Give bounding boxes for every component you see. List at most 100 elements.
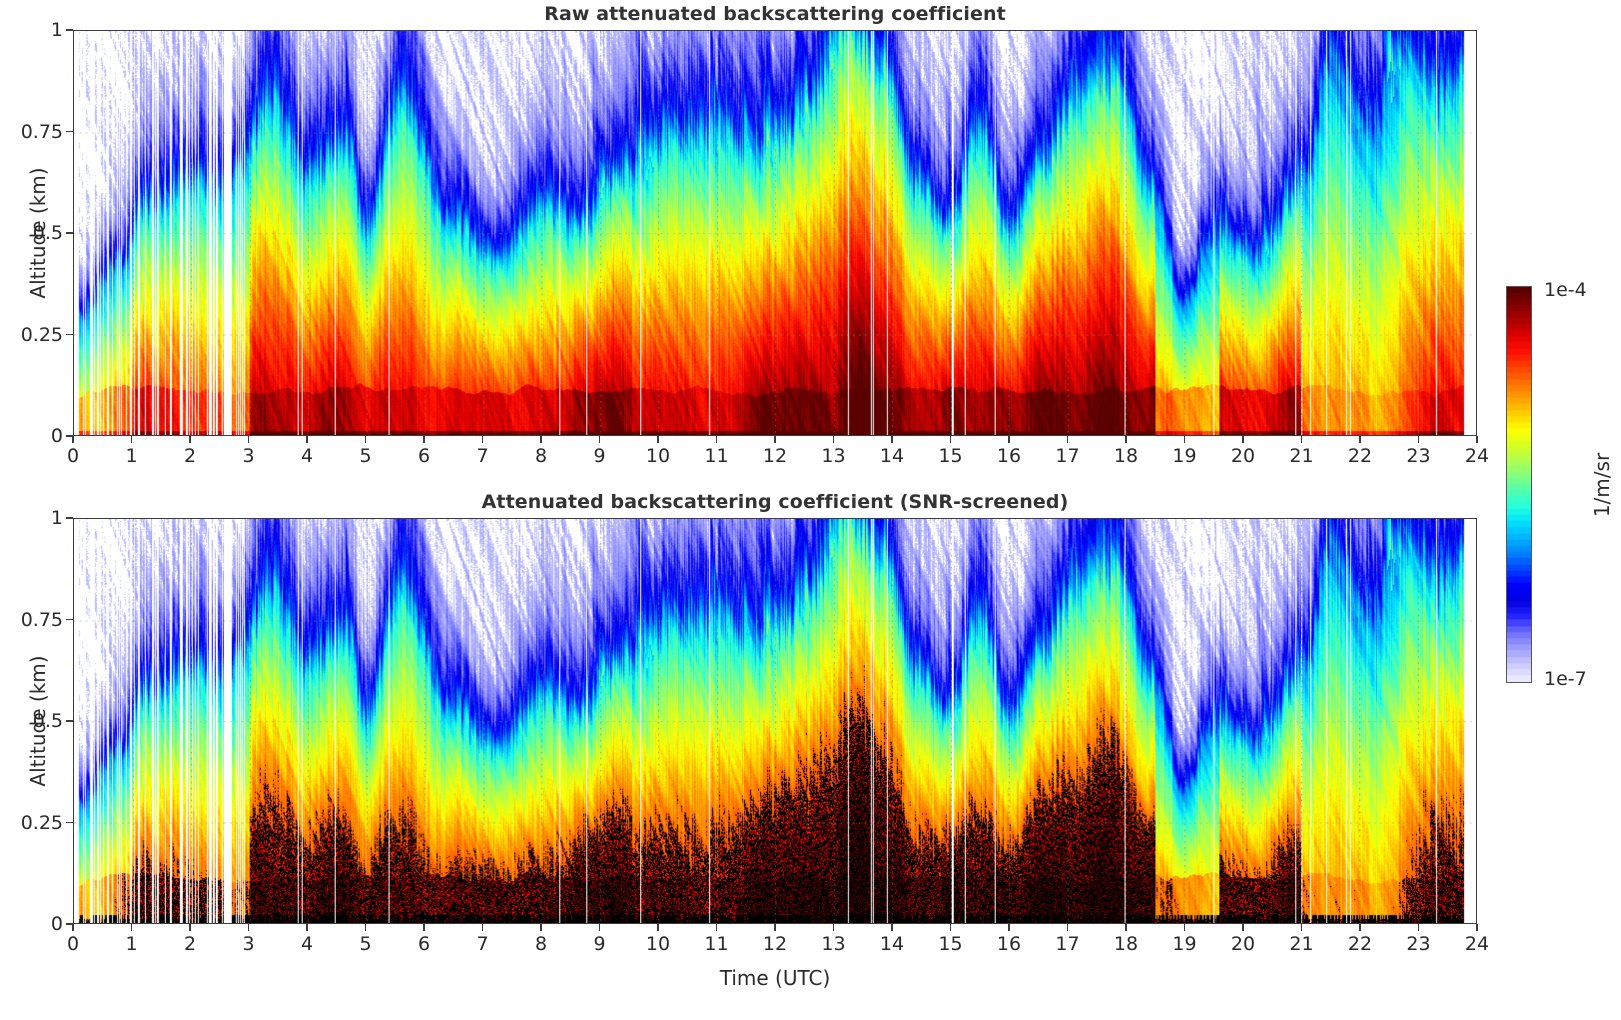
- x-tick-mark: [1359, 924, 1361, 931]
- colorbar-gradient: [1506, 286, 1532, 683]
- x-tick-mark: [774, 924, 776, 931]
- x-tick-label: 5: [359, 445, 372, 467]
- x-tick-mark: [540, 924, 542, 931]
- x-tick-label: 10: [645, 933, 671, 955]
- y-tick-label: 0.5: [32, 710, 63, 732]
- y-tick-label: 0.75: [20, 608, 63, 631]
- y-tick-mark: [66, 232, 73, 234]
- x-tick-label: 15: [938, 933, 963, 955]
- x-tick-mark: [1183, 436, 1186, 443]
- panel-raw-y-axis-label: Altitude (km): [26, 167, 50, 299]
- y-tick-label: 0.25: [20, 811, 63, 834]
- panel-screened-title: Attenuated backscattering coefficient (S…: [481, 491, 1069, 513]
- x-tick-label: 16: [996, 933, 1022, 955]
- x-tick-label: 22: [1347, 933, 1373, 955]
- x-tick-label: 19: [1172, 933, 1197, 955]
- colorbar-unit-label: 1/m/sr: [1590, 452, 1614, 517]
- y-tick-mark: [66, 333, 73, 336]
- x-tick-mark: [189, 436, 191, 443]
- x-tick-label: 18: [1113, 445, 1139, 467]
- x-tick-label: 17: [1055, 933, 1080, 955]
- y-tick-mark: [66, 29, 73, 31]
- x-tick-mark: [306, 436, 308, 443]
- x-tick-mark: [1125, 924, 1127, 931]
- x-tick-label: 8: [534, 933, 548, 955]
- x-tick-mark: [1417, 436, 1420, 443]
- x-tick-label: 21: [1289, 933, 1314, 955]
- x-tick-mark: [598, 436, 601, 443]
- x-tick-label: 14: [879, 933, 905, 955]
- y-tick-mark: [66, 923, 73, 925]
- x-tick-mark: [949, 924, 952, 931]
- panel-screened-x-axis-label: Time (UTC): [719, 966, 831, 990]
- x-tick-mark: [247, 436, 250, 443]
- x-tick-mark: [481, 436, 484, 443]
- panel-screened-y-axis-label: Altitude (km): [26, 655, 50, 787]
- x-tick-mark: [1242, 436, 1244, 443]
- x-tick-mark: [774, 436, 776, 443]
- x-tick-label: 11: [704, 933, 729, 955]
- x-tick-label: 2: [183, 445, 197, 467]
- x-tick-label: 20: [1230, 933, 1256, 955]
- x-tick-label: 6: [417, 933, 431, 955]
- y-tick-label: 0: [50, 913, 63, 935]
- x-tick-label: 7: [476, 445, 489, 467]
- x-tick-mark: [1008, 436, 1010, 443]
- x-tick-label: 13: [821, 445, 846, 467]
- x-tick-label: 12: [762, 933, 788, 955]
- x-tick-label: 23: [1406, 933, 1431, 955]
- x-tick-mark: [891, 924, 893, 931]
- x-tick-mark: [1417, 924, 1420, 931]
- y-tick-label: 0.5: [32, 222, 63, 244]
- x-tick-mark: [949, 436, 952, 443]
- x-tick-label: 4: [300, 933, 314, 955]
- x-tick-label: 18: [1113, 933, 1139, 955]
- x-tick-mark: [1066, 924, 1069, 931]
- x-tick-mark: [72, 924, 74, 931]
- x-tick-label: 1: [125, 445, 138, 467]
- x-tick-label: 21: [1289, 445, 1314, 467]
- x-tick-label: 13: [821, 933, 846, 955]
- x-tick-mark: [364, 924, 367, 931]
- x-tick-label: 8: [534, 445, 548, 467]
- x-tick-mark: [364, 436, 367, 443]
- x-tick-label: 3: [242, 445, 255, 467]
- x-tick-mark: [423, 436, 425, 443]
- panel-raw-title: Raw attenuated backscattering coefficien…: [544, 3, 1006, 25]
- x-tick-mark: [1066, 436, 1069, 443]
- x-tick-mark: [657, 924, 659, 931]
- x-tick-label: 24: [1464, 445, 1490, 467]
- x-tick-label: 4: [300, 445, 314, 467]
- x-tick-mark: [1125, 436, 1127, 443]
- x-tick-mark: [306, 924, 308, 931]
- x-tick-mark: [1242, 924, 1244, 931]
- x-tick-label: 6: [417, 445, 431, 467]
- x-tick-mark: [540, 436, 542, 443]
- y-tick-label: 1: [50, 507, 63, 529]
- x-tick-label: 23: [1406, 445, 1431, 467]
- y-tick-mark: [66, 517, 73, 519]
- x-tick-mark: [832, 924, 835, 931]
- y-tick-mark: [66, 720, 73, 722]
- x-tick-label: 3: [242, 933, 255, 955]
- x-tick-mark: [189, 924, 191, 931]
- x-tick-label: 7: [476, 933, 489, 955]
- x-tick-mark: [72, 436, 74, 443]
- x-tick-mark: [1476, 924, 1478, 931]
- x-tick-mark: [598, 924, 601, 931]
- colorbar-canvas: [1507, 287, 1531, 682]
- x-tick-mark: [1008, 924, 1010, 931]
- x-tick-mark: [130, 924, 133, 931]
- x-tick-label: 5: [359, 933, 372, 955]
- x-tick-mark: [1300, 924, 1303, 931]
- x-tick-mark: [247, 924, 250, 931]
- x-tick-mark: [1183, 924, 1186, 931]
- x-tick-label: 14: [879, 445, 905, 467]
- x-tick-label: 15: [938, 445, 963, 467]
- x-tick-label: 19: [1172, 445, 1197, 467]
- x-tick-label: 10: [645, 445, 671, 467]
- x-tick-label: 9: [593, 933, 606, 955]
- y-tick-label: 0.25: [20, 323, 63, 346]
- x-tick-label: 9: [593, 445, 606, 467]
